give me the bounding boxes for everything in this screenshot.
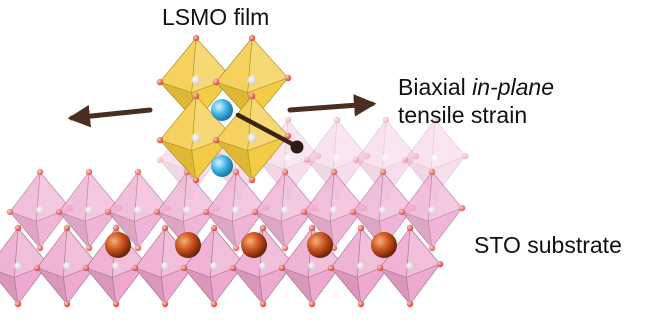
substrate-a-site-atom <box>105 232 131 258</box>
strain-label: Biaxial in-plane tensile strain <box>398 74 554 129</box>
substrate-a-site-atom <box>371 232 397 258</box>
film-octahedron <box>212 92 292 184</box>
substrate-octahedron <box>300 168 368 252</box>
film-a-site-atoms <box>211 99 233 177</box>
strain-label-line2: tensile strain <box>398 101 528 128</box>
film-a-site-atom <box>211 99 233 121</box>
substrate-label: STO substrate <box>474 232 622 258</box>
substrate-octahedron <box>376 224 444 308</box>
substrate-octahedron <box>202 168 270 252</box>
substrate-octahedron <box>398 168 466 252</box>
substrate-octahedron <box>0 224 52 308</box>
lsmo-film-octahedra <box>156 34 292 184</box>
substrate-octahedron <box>303 116 371 200</box>
substrate-a-site-atom <box>307 232 333 258</box>
substrate-octahedron <box>251 168 319 252</box>
film-a-site-atom <box>211 155 233 177</box>
right-strain-arrow <box>287 94 377 117</box>
left-strain-arrow <box>67 104 153 128</box>
strain-label-prefix: Biaxial <box>398 74 473 100</box>
tilt-rod <box>235 112 304 154</box>
substrate-a-site-atom <box>241 232 267 258</box>
substrate-a-site-atoms <box>105 232 397 258</box>
substrate-a-site-atom <box>175 232 201 258</box>
film-label: LSMO film <box>162 4 270 30</box>
strain-label-italic: in-plane <box>472 74 554 100</box>
